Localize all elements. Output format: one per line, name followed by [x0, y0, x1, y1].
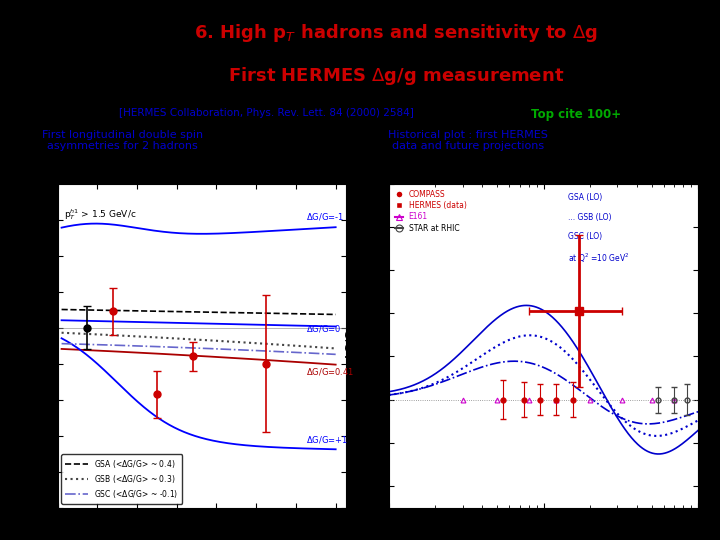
GSC (LO) [644, 421, 652, 427]
GSA (LO) [639, 446, 647, 452]
Line: GSC (LO): GSC (LO) [389, 361, 698, 424]
Text: $\Delta$G/G=+1: $\Delta$G/G=+1 [306, 434, 348, 446]
GSB (LO) [639, 430, 647, 436]
GSC (LO) [570, 382, 578, 389]
GSC (LO) [694, 408, 703, 415]
GSB (LO) [534, 333, 543, 340]
Text: p$_T^{h1}$ > 1.5 GeV/c: p$_T^{h1}$ > 1.5 GeV/c [63, 207, 136, 222]
Text: First longitudinal double spin
asymmetries for 2 hadrons: First longitudinal double spin asymmetri… [42, 130, 203, 151]
Text: Historical plot : first HERMES
data and future projections: Historical plot : first HERMES data and … [388, 130, 548, 151]
Y-axis label: $\Delta$G/G: $\Delta$G/G [343, 330, 358, 361]
GSC (LO) [532, 361, 541, 368]
GSA (LO) [688, 433, 696, 439]
Text: Top cite 100+: Top cite 100+ [531, 108, 621, 121]
GSB (LO) [570, 357, 578, 363]
GSB (LO) [688, 420, 696, 427]
GSC (LO) [688, 410, 696, 417]
Text: First HERMES $\Delta$g/g measurement: First HERMES $\Delta$g/g measurement [228, 65, 564, 87]
Line: GSB (LO): GSB (LO) [389, 335, 698, 436]
GSA (LO) [694, 427, 703, 434]
GSB (LO) [694, 417, 703, 423]
Text: at Q$^2$ =10 GeV$^2$: at Q$^2$ =10 GeV$^2$ [568, 252, 630, 265]
Legend: COMPASS, HERMES (data), E161, STAR at RHIC: COMPASS, HERMES (data), E161, STAR at RH… [392, 187, 469, 235]
Text: ... GSB (LO): ... GSB (LO) [568, 213, 612, 222]
Text: $\Delta$G/G=0.41: $\Delta$G/G=0.41 [306, 366, 354, 377]
GSA (LO) [534, 305, 543, 311]
Text: 6. High p$_T$ hadrons and sensitivity to $\Delta$g: 6. High p$_T$ hadrons and sensitivity to… [194, 22, 598, 44]
GSA (LO) [570, 340, 578, 346]
GSA (LO) [522, 302, 531, 309]
X-axis label: x$_g$: x$_g$ [536, 529, 551, 540]
X-axis label: p$_T^{h2}$ (GeV/c): p$_T^{h2}$ (GeV/c) [172, 525, 231, 540]
GSB (LO) [384, 392, 393, 398]
GSC (LO) [534, 362, 543, 369]
GSC (LO) [553, 371, 562, 377]
GSA (LO) [553, 318, 562, 325]
GSB (LO) [526, 332, 534, 339]
Text: GSC (LO): GSC (LO) [568, 232, 603, 241]
GSA (LO) [532, 304, 541, 310]
Text: $\Delta$G/G=-1: $\Delta$G/G=-1 [306, 211, 344, 222]
Line: GSA (LO): GSA (LO) [389, 306, 698, 454]
GSA (LO) [384, 388, 393, 395]
Text: $\Delta$G/G=0: $\Delta$G/G=0 [306, 323, 341, 334]
GSB (LO) [532, 333, 541, 339]
GSA (LO) [654, 451, 663, 457]
Legend: GSA (<$\Delta$G/G> ~ 0.4), GSB (<$\Delta$G/G> ~ 0.3), GSC (<$\Delta$G/G> ~ -0.1): GSA (<$\Delta$G/G> ~ 0.4), GSB (<$\Delta… [61, 454, 182, 504]
GSC (LO) [384, 392, 393, 399]
GSC (LO) [639, 421, 647, 427]
GSC (LO) [510, 358, 518, 365]
GSB (LO) [553, 342, 562, 348]
Y-axis label: A$_{||}$(p$_T^{h1}$, p$_T^{h2}$): A$_{||}$(p$_T^{h1}$, p$_T^{h2}$) [9, 315, 27, 376]
GSB (LO) [652, 433, 661, 439]
Text: [HERMES Collaboration, Phys. Rev. Lett. 84 (2000) 2584]: [HERMES Collaboration, Phys. Rev. Lett. … [119, 108, 414, 118]
Text: GSA (LO): GSA (LO) [568, 193, 603, 202]
